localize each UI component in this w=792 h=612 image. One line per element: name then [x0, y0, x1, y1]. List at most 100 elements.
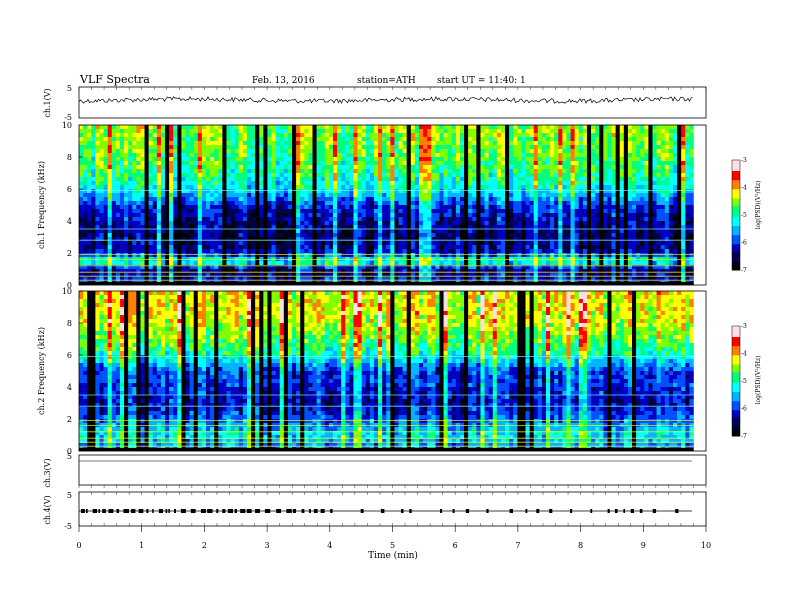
spectrogram-cell [197, 189, 203, 194]
spectrogram-cell [279, 181, 285, 186]
spectrogram-cell [79, 137, 84, 142]
spectrogram-cell [83, 137, 88, 142]
spectrogram-cell [484, 133, 489, 138]
spectrogram-cell [685, 217, 690, 222]
spectrogram-cell [427, 165, 432, 170]
spectrogram-cell [517, 201, 522, 206]
spectrogram-cell [160, 205, 166, 210]
spectrogram-cell [664, 229, 670, 234]
spectrogram-cell [513, 161, 518, 166]
spectrogram-cell [406, 193, 412, 198]
spectrogram-cell [488, 181, 494, 186]
spectrogram-cell [353, 133, 358, 138]
spectrogram-cell [210, 133, 215, 138]
spectrogram-cell [640, 137, 645, 142]
spectrogram-cell [328, 249, 334, 254]
spectrogram-cell [271, 241, 276, 246]
spectrogram-cell [275, 185, 281, 190]
spectrogram-cell [488, 149, 494, 154]
spectrogram-cell [529, 253, 534, 258]
spectrogram-cell [570, 177, 575, 182]
spectrogram-cell [562, 229, 567, 234]
spectrogram-cell [226, 189, 231, 194]
spectrogram-cell [672, 181, 678, 186]
spectrogram-cell [484, 249, 489, 254]
spectrogram-cell [472, 201, 477, 206]
spectrogram-cell [341, 209, 346, 214]
spectrogram-cell [87, 229, 92, 234]
spectrogram-cell [259, 237, 264, 242]
spectrogram-cell [357, 165, 362, 170]
spectrogram-cell [500, 205, 506, 210]
spectrogram-cell [603, 169, 608, 174]
spectrogram-cell [386, 169, 391, 174]
spectrogram-cell [214, 129, 219, 134]
spectrogram-cell [205, 137, 211, 142]
spectrogram-cell [439, 141, 444, 146]
spectrogram-cell [554, 197, 559, 202]
spectrogram-cell [95, 241, 100, 246]
spectrogram-cell [427, 181, 432, 186]
spectrogram-cell [210, 205, 215, 210]
spectrogram-cell [193, 249, 199, 254]
spectrogram-cell [353, 177, 358, 182]
spectrogram-cell [316, 205, 321, 210]
spectrogram-cell [402, 153, 408, 158]
spectrogram-cell [275, 241, 281, 246]
spectrogram-cell [214, 149, 219, 154]
spectrogram-cell [189, 225, 194, 230]
spectrogram-cell [332, 149, 338, 154]
spectrogram-cell [439, 229, 444, 234]
spectrogram-cell [353, 213, 358, 218]
spectrogram-cell [185, 161, 190, 166]
spectrogram-cell [660, 185, 666, 190]
spectrogram-cell [447, 217, 453, 222]
spectrogram-cell [287, 193, 293, 198]
spectrogram-cell [492, 137, 498, 142]
spectrogram-cell [562, 133, 567, 138]
spectrogram-cell [279, 137, 285, 142]
spectrogram-cell [275, 197, 281, 202]
spectrogram-cell [320, 193, 326, 198]
spectrogram-cell [320, 153, 326, 158]
spectrogram-cell [677, 241, 682, 246]
spectrogram-cell [644, 125, 649, 130]
spectrogram-cell [640, 189, 645, 194]
spectrogram-cell [509, 209, 514, 214]
spectrogram-cell [574, 133, 580, 138]
spectrogram-cell [443, 169, 448, 174]
spectrogram-cell [677, 221, 682, 226]
spectrogram-cell [144, 125, 149, 130]
spectrogram-cell [394, 185, 399, 190]
spectrogram-cell [685, 133, 690, 138]
spectrogram-cell [320, 129, 326, 134]
spectrogram-cell [644, 173, 649, 178]
spectrogram-cell [337, 237, 342, 242]
spectrogram-cell [627, 233, 633, 238]
spectrogram-cell [500, 185, 506, 190]
spectrogram-cell [201, 213, 207, 218]
spectrogram-cell [279, 253, 285, 258]
spectrogram-cell [165, 129, 170, 134]
spectrogram-cell [488, 145, 494, 150]
spectrogram-cell [218, 249, 223, 254]
spectrogram-cell [328, 241, 334, 246]
spectrogram-cell [234, 177, 240, 182]
spectrogram-cell [578, 205, 584, 210]
spectrogram-cell [136, 233, 141, 238]
spectrogram-cell [201, 193, 207, 198]
spectrogram-cell [283, 161, 289, 166]
spectrogram-cell [468, 165, 473, 170]
spectrogram-cell [111, 133, 117, 138]
spectrogram-cell [615, 189, 621, 194]
spectrogram-cell [271, 205, 276, 210]
spectrogram-cell [300, 125, 305, 130]
spectrogram-cell [259, 129, 264, 134]
spectrogram-cell [656, 129, 661, 134]
spectrogram-cell [160, 161, 166, 166]
spectrogram-cell [210, 241, 215, 246]
spectrogram-cell [324, 237, 330, 242]
spectrogram-cell [677, 185, 682, 190]
spectrogram-cell [365, 241, 371, 246]
